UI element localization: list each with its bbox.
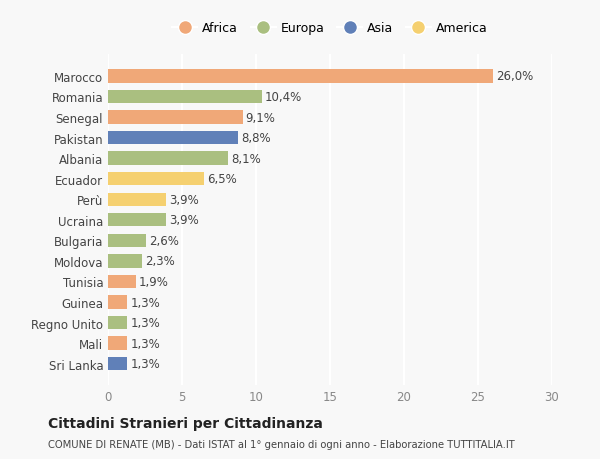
Text: 3,9%: 3,9% — [169, 214, 199, 227]
Bar — [108, 132, 238, 145]
Text: Cittadini Stranieri per Cittadinanza: Cittadini Stranieri per Cittadinanza — [48, 416, 323, 430]
Text: 3,9%: 3,9% — [169, 193, 199, 206]
Bar — [108, 173, 204, 186]
Bar — [108, 316, 127, 330]
Bar — [108, 234, 146, 247]
Text: 2,6%: 2,6% — [149, 235, 179, 247]
Text: 8,8%: 8,8% — [241, 132, 271, 145]
Legend: Africa, Europa, Asia, America: Africa, Europa, Asia, America — [169, 18, 491, 39]
Text: 8,1%: 8,1% — [231, 152, 260, 165]
Bar — [108, 357, 127, 370]
Text: 10,4%: 10,4% — [265, 91, 302, 104]
Text: 1,3%: 1,3% — [130, 337, 160, 350]
Text: 1,3%: 1,3% — [130, 358, 160, 370]
Text: 26,0%: 26,0% — [496, 70, 533, 83]
Text: 1,3%: 1,3% — [130, 316, 160, 330]
Bar — [108, 90, 262, 104]
Bar — [108, 255, 142, 268]
Text: 1,3%: 1,3% — [130, 296, 160, 309]
Text: 1,9%: 1,9% — [139, 275, 169, 288]
Text: 2,3%: 2,3% — [145, 255, 175, 268]
Bar — [108, 296, 127, 309]
Bar — [108, 70, 493, 84]
Text: 6,5%: 6,5% — [207, 173, 237, 186]
Bar — [108, 152, 228, 165]
Bar — [108, 111, 242, 124]
Bar — [108, 213, 166, 227]
Bar — [108, 193, 166, 207]
Bar — [108, 275, 136, 289]
Bar — [108, 337, 127, 350]
Text: COMUNE DI RENATE (MB) - Dati ISTAT al 1° gennaio di ogni anno - Elaborazione TUT: COMUNE DI RENATE (MB) - Dati ISTAT al 1°… — [48, 440, 515, 449]
Text: 9,1%: 9,1% — [245, 111, 275, 124]
